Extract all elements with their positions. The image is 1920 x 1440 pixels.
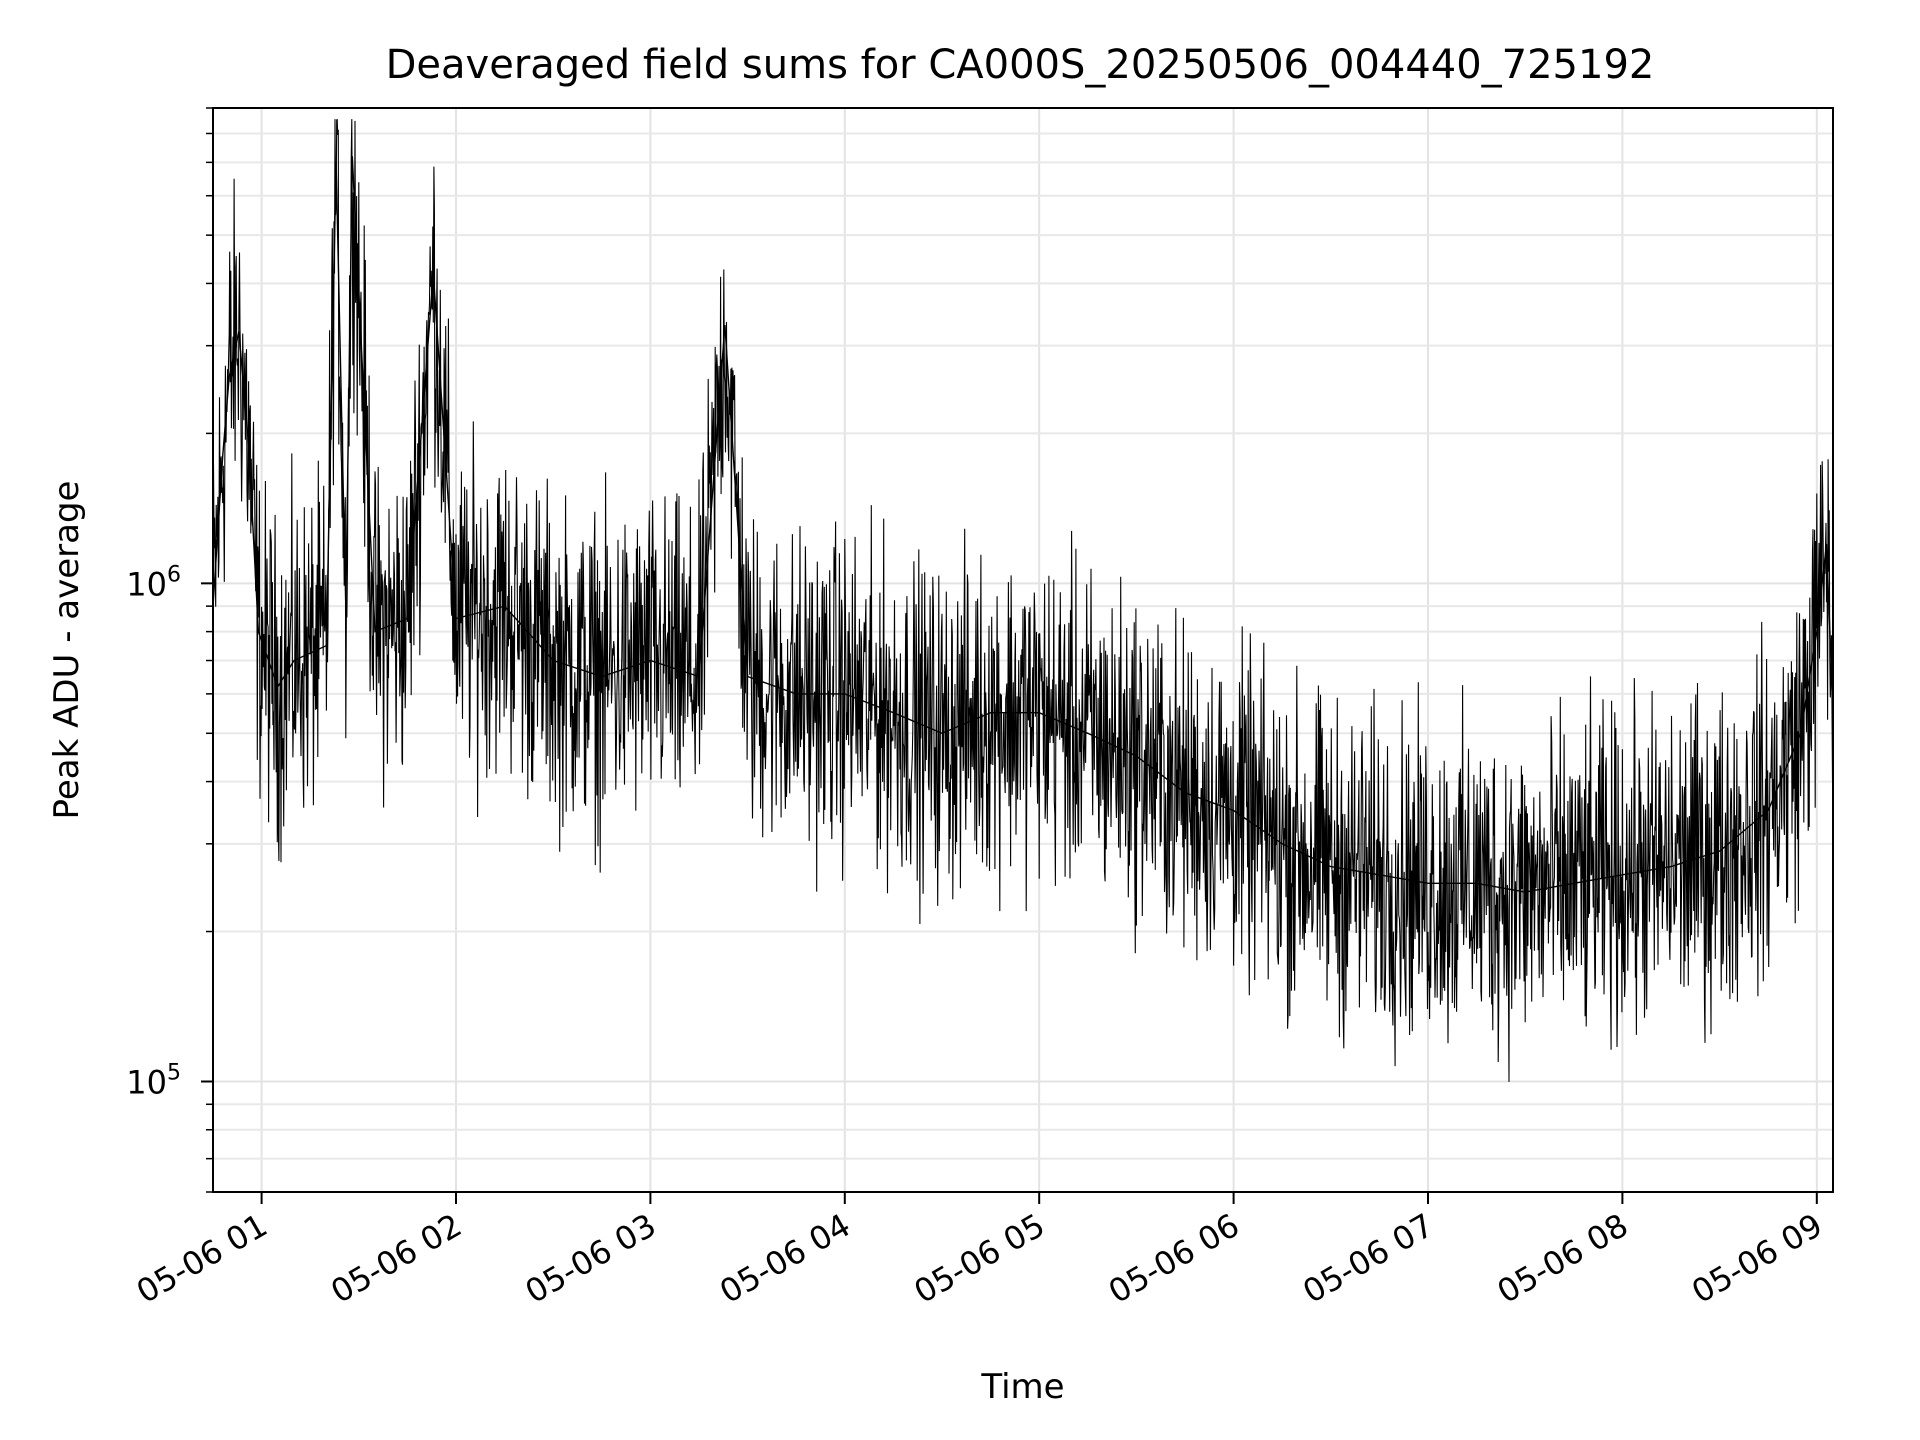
x-axis: 05-06 01 05-06 02 05-06 03 05-06 04 05-06 05… [130,1192,1829,1311]
series-layer [212,118,1834,1082]
y-axis-label: Peak ADU - average [47,481,87,820]
x-tick-label: 05-06 04 [713,1206,857,1311]
series-line-noise [212,118,1834,1082]
x-axis-label: Time [980,1367,1064,1407]
y-tick-label: 105 [126,1060,181,1101]
chart-title: Deaveraged field sums for CA000S_2025050… [386,42,1655,88]
y-axis: 105 106 [126,107,213,1193]
x-tick-label: 05-06 02 [324,1206,468,1311]
x-tick-label: 05-06 07 [1296,1206,1440,1311]
x-tick-label: 05-06 01 [130,1206,274,1311]
plot-frame [212,107,1834,1193]
series-line [212,156,1834,893]
x-tick-label: 05-06 09 [1685,1206,1829,1311]
x-tick-label: 05-06 08 [1491,1206,1635,1311]
x-tick-label: 05-06 06 [1102,1206,1246,1311]
y-tick-label: 106 [126,562,181,603]
x-tick-label: 05-06 05 [908,1206,1052,1311]
x-tick-label: 05-06 03 [519,1206,663,1311]
